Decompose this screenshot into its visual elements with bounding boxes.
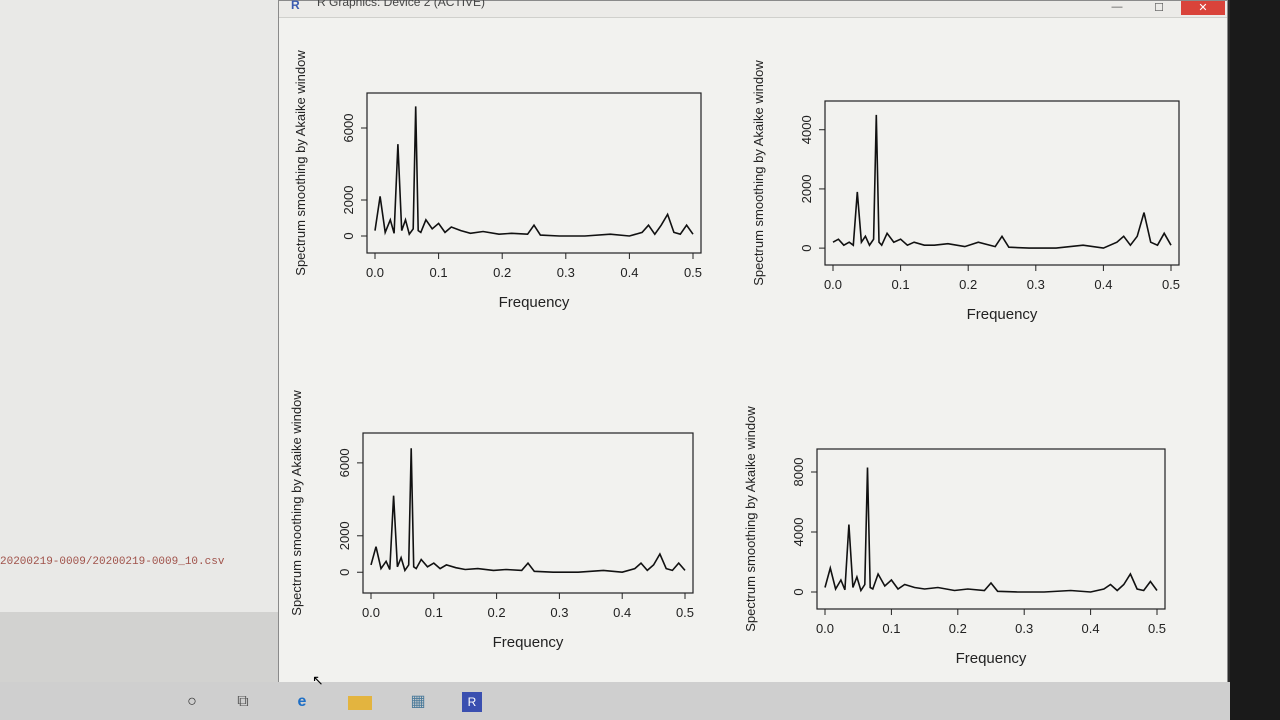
x-axis-label: Frequency: [967, 306, 1038, 323]
x-tick-label: 0.5: [1162, 277, 1180, 292]
x-tick-label: 0.1: [892, 277, 910, 292]
y-tick-label: 8000: [791, 458, 806, 487]
spectrum-series-line: [370, 448, 686, 574]
y-tick-label: 2000: [341, 186, 356, 215]
plot-frame: [816, 448, 1166, 610]
maximize-button[interactable]: ☐: [1154, 2, 1164, 14]
x-tick-label: 0.5: [1148, 621, 1166, 636]
x-tick-label: 0.2: [493, 265, 511, 280]
chart-panel-4: 0.0 0.1 0.2 0.3 0.4 0.5 0 4000 8000 Frequency Spec…: [743, 406, 1166, 667]
edge-browser-icon[interactable]: e: [297, 693, 307, 710]
spectrum-series-line: [832, 114, 1172, 249]
r-app-icon[interactable]: R: [462, 692, 482, 712]
taskbar: ○ ⧉ e ▦ R: [0, 682, 1230, 720]
x-tick-label: 0.5: [676, 605, 694, 620]
x-tick-label: 0.3: [1027, 277, 1045, 292]
x-tick-label: 0.4: [1082, 621, 1100, 636]
y-tick-label: 2000: [337, 521, 352, 550]
graphics-window: R R Graphics: Device 2 (ACTIVE) — ☐ ✕ 0.…: [278, 0, 1228, 686]
minimize-button[interactable]: —: [1111, 1, 1123, 13]
window-titlebar[interactable]: R R Graphics: Device 2 (ACTIVE) — ☐ ✕: [279, 0, 1227, 18]
x-axis-label: Frequency: [493, 634, 564, 651]
y-axis-label: Spectrum smoothing by Akaike window: [751, 60, 766, 286]
chart-panel-3: 0.0 0.1 0.2 0.3 0.4 0.5 0 2000 6000 Frequency Spec…: [289, 390, 694, 651]
x-axis-label: Frequency: [956, 650, 1027, 667]
x-tick-label: 0.1: [425, 605, 443, 620]
x-tick-label: 0.4: [620, 265, 638, 280]
plot-frame: [366, 92, 702, 254]
y-axis-label: Spectrum smoothing by Akaike window: [289, 390, 304, 616]
y-tick-label: 0: [799, 245, 814, 252]
x-tick-label: 0.0: [824, 277, 842, 292]
x-tick-label: 0.2: [959, 277, 977, 292]
y-axis-label: Spectrum smoothing by Akaike window: [293, 50, 308, 276]
file-explorer-icon[interactable]: [348, 696, 372, 710]
x-tick-label: 0.1: [430, 265, 448, 280]
app-icon[interactable]: ▦: [410, 693, 426, 710]
spectrum-series-line: [824, 467, 1158, 593]
plot-area: 0.0 0.1 0.2 0.3 0.4 0.5 0 2000 6000 Frequency Spec…: [289, 50, 1180, 667]
mouse-cursor-icon: ↖: [312, 672, 324, 688]
y-tick-label: 2000: [799, 174, 814, 203]
y-tick-label: 4000: [791, 518, 806, 547]
cortana-icon[interactable]: ○: [187, 693, 197, 710]
x-tick-label: 0.2: [488, 605, 506, 620]
y-tick-label: 4000: [799, 115, 814, 144]
spectrum-series-line: [374, 106, 694, 237]
chart-panel-2: 0.0 0.1 0.2 0.3 0.4 0.5 0 2000 4000 Frequency Spec…: [751, 60, 1180, 323]
x-tick-label: 0.5: [684, 265, 702, 280]
x-tick-label: 0.4: [613, 605, 631, 620]
plot-frame: [362, 432, 694, 594]
y-tick-label: 6000: [337, 448, 352, 477]
x-tick-label: 0.2: [949, 621, 967, 636]
console-input-area[interactable]: [0, 612, 290, 682]
plot-frame: [824, 100, 1180, 266]
x-tick-label: 0.0: [816, 621, 834, 636]
x-tick-label: 0.3: [557, 265, 575, 280]
task-view-icon[interactable]: ⧉: [237, 693, 249, 710]
y-axis-label: Spectrum smoothing by Akaike window: [743, 406, 758, 632]
x-axis-label: Frequency: [499, 294, 570, 311]
close-button[interactable]: ✕: [1181, 1, 1225, 15]
chart-panel-1: 0.0 0.1 0.2 0.3 0.4 0.5 0 2000 6000 Frequency Spec…: [293, 50, 702, 311]
x-tick-label: 0.3: [1015, 621, 1033, 636]
y-tick-label: 0: [791, 588, 806, 595]
x-tick-label: 0.4: [1094, 277, 1112, 292]
x-tick-label: 0.0: [362, 605, 380, 620]
x-tick-label: 0.1: [882, 621, 900, 636]
y-tick-label: 0: [337, 569, 352, 576]
window-title: R Graphics: Device 2 (ACTIVE): [317, 0, 486, 9]
monitor-bezel: [1230, 0, 1280, 720]
x-tick-label: 0.0: [366, 265, 384, 280]
r-logo-icon: R: [291, 0, 300, 12]
y-tick-label: 0: [341, 232, 356, 239]
y-tick-label: 6000: [341, 114, 356, 143]
x-tick-label: 0.3: [550, 605, 568, 620]
console-output-text: 20200219-0009/20200219-0009_10.csv: [0, 556, 225, 568]
r-console: 20200219-0009/20200219-0009_10.csv: [0, 0, 290, 612]
